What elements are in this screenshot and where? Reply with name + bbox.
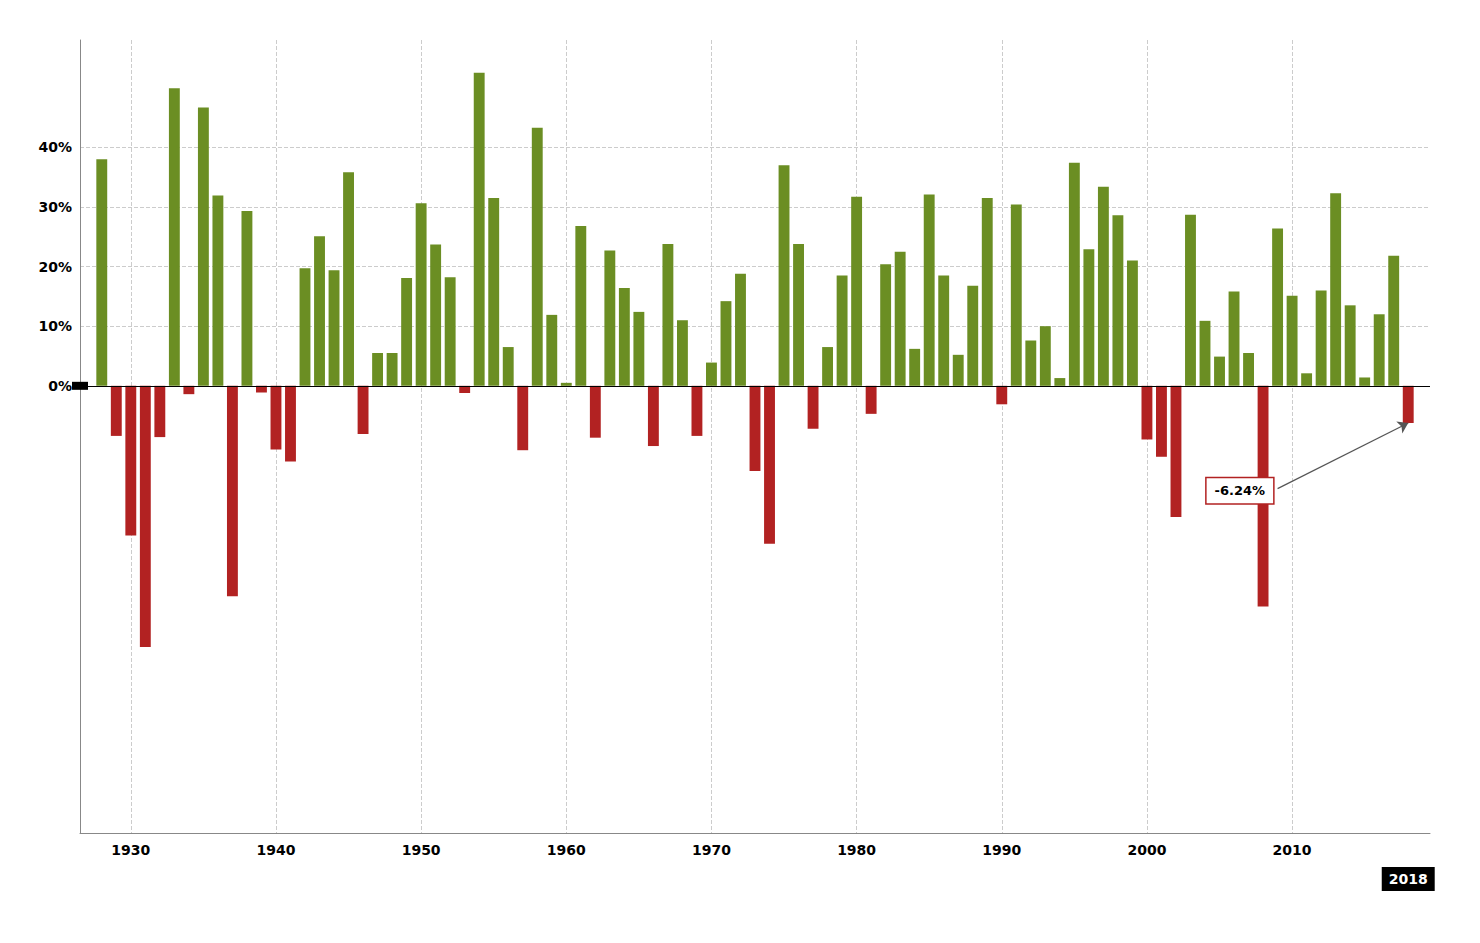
- svg-text:30%: 30%: [38, 199, 72, 215]
- svg-text:1970: 1970: [692, 842, 731, 858]
- svg-text:1930: 1930: [111, 842, 150, 858]
- svg-text:1940: 1940: [256, 842, 295, 858]
- svg-text:2018: 2018: [1389, 871, 1428, 887]
- svg-text:1950: 1950: [402, 842, 441, 858]
- svg-text:40%: 40%: [38, 139, 72, 155]
- svg-text:2010: 2010: [1273, 842, 1312, 858]
- svg-text:20%: 20%: [38, 259, 72, 275]
- svg-text:1990: 1990: [982, 842, 1021, 858]
- svg-text:-6.24%: -6.24%: [1215, 483, 1266, 498]
- svg-text:10%: 10%: [38, 318, 72, 334]
- svg-text:1960: 1960: [547, 842, 586, 858]
- svg-text:0%: 0%: [48, 378, 72, 394]
- svg-text:2000: 2000: [1127, 842, 1166, 858]
- svg-text:1980: 1980: [837, 842, 876, 858]
